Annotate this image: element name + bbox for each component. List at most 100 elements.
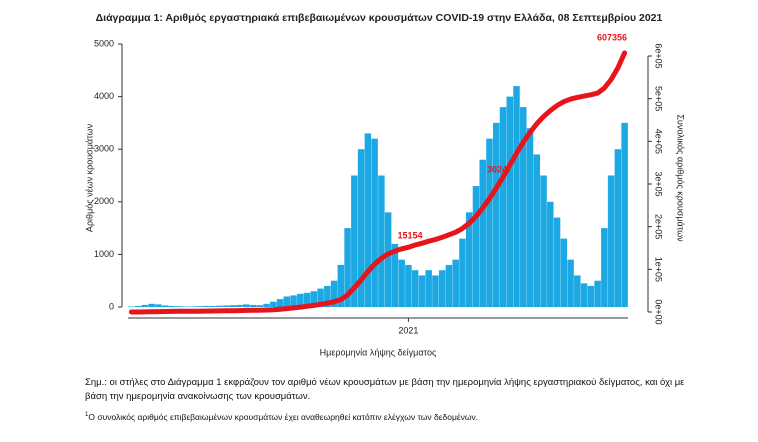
annotation: 15154: [397, 230, 422, 240]
y2-tick-label: 5e+05: [654, 86, 664, 111]
y-axis-label: Αριθμός νέων κρουσμάτων: [84, 123, 94, 232]
x-axis-label: Ημερομηνία λήψης δείγματος: [320, 347, 437, 357]
y-tick-label: 3000: [94, 144, 114, 154]
bar: [506, 96, 513, 308]
y2-axis-label: Συνολικός αριθμός κρουσμάτων: [676, 114, 686, 242]
bar: [432, 275, 439, 308]
bar: [574, 275, 581, 308]
bar: [580, 283, 588, 308]
bar: [594, 280, 601, 308]
bar: [411, 270, 419, 308]
y-tick-label: 2000: [94, 196, 114, 206]
footnote-text: Ο συνολικός αριθμός επιβεβαιωμένων κρουσ…: [88, 411, 479, 422]
bar: [553, 217, 561, 308]
bar: [479, 159, 486, 308]
bar: [607, 175, 615, 308]
bar: [364, 133, 372, 308]
annotation: 3024: [487, 164, 507, 174]
bar: [472, 186, 480, 308]
bar: [249, 304, 257, 308]
bar: [405, 264, 412, 308]
bar: [601, 228, 608, 308]
y-tick-label: 1000: [94, 249, 114, 259]
x-tick-label: 2021: [398, 325, 418, 335]
y-tick-label: 0: [109, 301, 114, 311]
y2-tick-label: 4e+05: [654, 129, 664, 154]
bar: [215, 305, 223, 308]
bar: [587, 285, 595, 308]
bar: [452, 259, 459, 308]
bar: [499, 107, 507, 308]
bar: [317, 288, 324, 308]
footnote-marker: 1: [85, 412, 89, 418]
bar: [148, 303, 155, 308]
bar: [438, 270, 446, 308]
bar: [533, 154, 541, 308]
y2-tick-label: 3e+05: [654, 171, 664, 196]
bar: [310, 291, 318, 308]
bar: [243, 304, 250, 308]
bar: [513, 86, 520, 308]
bar: [391, 243, 399, 308]
bar: [337, 264, 345, 308]
bar: [182, 306, 189, 308]
bar: [526, 128, 534, 308]
bar: [195, 306, 203, 308]
annotation: 607356: [597, 32, 627, 42]
bar: [520, 107, 527, 308]
bar: [371, 138, 378, 308]
cumulative-line: [128, 50, 628, 315]
footnote: 1Ο συνολικός αριθμός επιβεβαιωμένων κρου…: [85, 408, 685, 424]
bar: [459, 238, 466, 308]
bar: [445, 264, 453, 308]
bar: [270, 301, 277, 308]
bar: [229, 305, 236, 308]
bar: [283, 296, 291, 308]
bar: [290, 295, 297, 308]
chart: Διάγραμμα 1: Αριθμός εργαστηριακά επιβεβ…: [84, 12, 686, 358]
bar: [567, 259, 574, 308]
bar: [168, 305, 176, 308]
bar: [378, 175, 385, 308]
bar: [222, 305, 230, 308]
bar: [425, 270, 432, 308]
y-tick-label: 4000: [94, 91, 114, 101]
bar: [465, 212, 473, 308]
bar: [398, 259, 405, 308]
bar: [209, 305, 216, 308]
bar: [256, 305, 263, 308]
bar: [188, 306, 196, 308]
bar: [493, 122, 500, 308]
bar: [202, 305, 209, 308]
bar: [324, 285, 331, 308]
chart-title: Διάγραμμα 1: Αριθμός εργαστηριακά επιβεβ…: [96, 12, 663, 24]
bar: [621, 122, 628, 308]
bar: [303, 292, 311, 308]
y2-tick-label: 6e+05: [654, 43, 664, 68]
y-tick-label: 5000: [94, 38, 114, 48]
bar: [357, 149, 365, 308]
bar: [297, 293, 304, 308]
bar: [330, 280, 338, 308]
y2-tick-label: 0e+00: [654, 299, 664, 324]
y2-tick-label: 1e+05: [654, 257, 664, 282]
bar: [263, 303, 270, 308]
bar: [560, 238, 568, 308]
bar: [128, 306, 135, 308]
bar: [614, 149, 622, 308]
y2-tick-label: 2e+05: [654, 214, 664, 239]
bar: [540, 175, 547, 308]
bar: [236, 304, 243, 308]
bar: [351, 175, 358, 308]
bar: [486, 138, 493, 308]
bar: [155, 304, 162, 308]
bar: [344, 228, 351, 308]
bar: [175, 306, 182, 308]
note: Σημ.: οι στήλες στο Διάγραμμα 1 εκφράζου…: [85, 377, 685, 402]
bar: [141, 304, 149, 308]
bar: [384, 212, 392, 308]
bar: [134, 305, 142, 308]
bar: [418, 275, 426, 308]
bar: [161, 305, 169, 308]
